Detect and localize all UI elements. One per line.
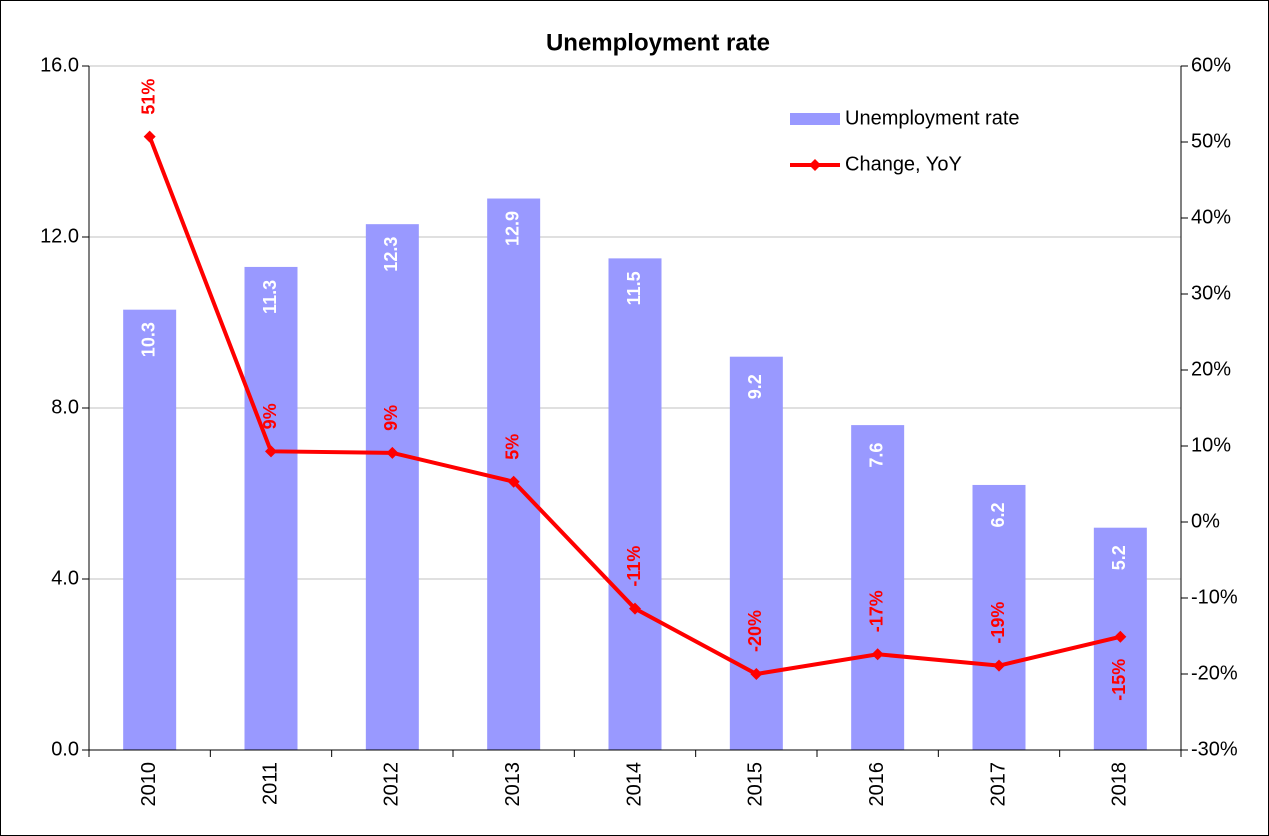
x-tick-label: 2016 bbox=[866, 762, 888, 807]
bar bbox=[244, 266, 298, 750]
y2-tick-label: 20% bbox=[1191, 358, 1231, 380]
bar-label: 10.3 bbox=[138, 322, 158, 357]
bar-label: 9.2 bbox=[745, 374, 765, 399]
x-tick-label: 2014 bbox=[623, 762, 645, 807]
line-marker bbox=[265, 445, 277, 458]
line-marker bbox=[507, 475, 520, 488]
legend-swatch bbox=[790, 113, 840, 125]
y2-tick-label: 50% bbox=[1191, 130, 1231, 152]
line-label: -17% bbox=[866, 590, 886, 632]
bar-label: 7.6 bbox=[866, 443, 886, 468]
bar bbox=[365, 224, 419, 751]
legend-marker bbox=[809, 159, 821, 171]
line-label: -20% bbox=[745, 610, 765, 652]
bar bbox=[487, 198, 541, 750]
line-marker bbox=[871, 648, 884, 661]
line-label: -19% bbox=[988, 602, 1008, 644]
y2-tick-label: 0% bbox=[1191, 510, 1220, 532]
bar bbox=[972, 484, 1026, 750]
bar-label: 11.3 bbox=[260, 280, 280, 314]
x-tick-label: 2013 bbox=[502, 762, 524, 807]
y-tick-label: 4.0 bbox=[51, 567, 79, 589]
bar bbox=[123, 309, 177, 750]
line-marker bbox=[386, 446, 399, 459]
line-label: 9% bbox=[381, 405, 401, 431]
bar-label: 12.9 bbox=[502, 211, 522, 246]
line-marker bbox=[750, 668, 763, 680]
line-marker bbox=[629, 602, 641, 615]
y2-tick-label: -20% bbox=[1191, 662, 1238, 684]
x-tick-label: 2010 bbox=[138, 762, 160, 807]
bar bbox=[608, 258, 662, 750]
chart-title: Unemployment rate bbox=[546, 29, 770, 56]
line-label: -11% bbox=[624, 546, 644, 587]
x-tick-label: 2011 bbox=[259, 762, 281, 805]
bar-label: 5.2 bbox=[1109, 545, 1129, 570]
y-tick-label: 16.0 bbox=[40, 54, 79, 76]
bar-label: 6.2 bbox=[988, 502, 1008, 527]
x-tick-label: 2012 bbox=[381, 762, 403, 807]
y2-tick-label: 10% bbox=[1191, 434, 1231, 456]
y-tick-label: 0.0 bbox=[51, 738, 79, 760]
legend-label: Unemployment rate bbox=[845, 107, 1020, 129]
x-tick-label: 2015 bbox=[745, 762, 767, 807]
y-tick-label: 8.0 bbox=[51, 396, 79, 418]
line-marker bbox=[1114, 630, 1127, 643]
line-label: 51% bbox=[138, 79, 158, 115]
y2-tick-label: -10% bbox=[1191, 586, 1238, 608]
y2-tick-label: 60% bbox=[1191, 54, 1231, 76]
bar bbox=[851, 425, 905, 750]
line-marker bbox=[993, 659, 1005, 672]
y2-tick-label: 40% bbox=[1191, 206, 1231, 228]
x-tick-label: 2018 bbox=[1109, 762, 1131, 807]
bar bbox=[729, 356, 783, 750]
bar-label: 11.5 bbox=[624, 271, 644, 305]
y2-tick-label: -30% bbox=[1191, 738, 1238, 760]
y-tick-label: 12.0 bbox=[40, 225, 79, 247]
x-tick-label: 2017 bbox=[987, 762, 1009, 807]
line-label: -15% bbox=[1109, 659, 1129, 701]
line-label: 9% bbox=[260, 403, 280, 429]
y2-tick-label: 30% bbox=[1191, 282, 1231, 304]
line-marker bbox=[143, 130, 156, 143]
line-label: 5% bbox=[502, 434, 522, 460]
bar-label: 12.3 bbox=[381, 237, 401, 272]
legend-label: Change, YoY bbox=[845, 153, 962, 175]
